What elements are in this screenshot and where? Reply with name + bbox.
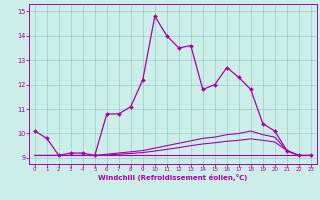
- X-axis label: Windchill (Refroidissement éolien,°C): Windchill (Refroidissement éolien,°C): [98, 174, 247, 181]
